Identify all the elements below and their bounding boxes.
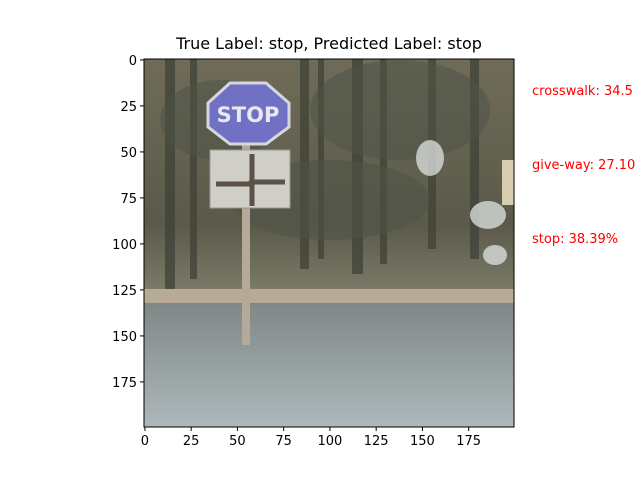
x-axis-ticks: 0 25 50 75 100 125 150 175 [141,427,481,449]
right-edge-sign [502,160,514,205]
y-tick-label: 75 [120,192,137,207]
y-tick-label: 0 [129,54,137,69]
y-tick-label: 25 [120,100,137,115]
y-tick-label: 50 [120,146,137,161]
y-axis-ticks: 0 25 50 75 100 125 150 175 [112,54,144,391]
prediction-label-stop: stop: 38.39% [532,232,618,247]
x-tick-label: 125 [364,434,389,449]
sign-pole [242,140,250,345]
y-tick-label: 100 [112,238,137,253]
y-tick-label: 150 [112,330,137,345]
prediction-label-crosswalk: crosswalk: 34.5 [532,84,633,99]
image-area: STOP [144,59,514,427]
x-tick-label: 75 [275,434,292,449]
x-tick-label: 25 [183,434,200,449]
axes-frame [143,58,515,428]
stop-sign-text: STOP [217,103,280,127]
chart-title: True Label: stop, Predicted Label: stop [175,34,482,53]
x-tick-label: 150 [410,434,435,449]
x-tick-label: 175 [456,434,481,449]
prediction-label-give-way: give-way: 27.10 [532,158,635,173]
junction-symbol [216,154,285,206]
stop-sign-octagon [206,81,291,146]
ground [144,303,514,427]
x-tick-label: 50 [229,434,246,449]
y-tick-label: 125 [112,284,137,299]
x-tick-label: 100 [318,434,343,449]
y-tick-label: 175 [112,376,137,391]
light-spots [416,140,507,265]
prediction-annotations: crosswalk: 34.5 give-way: 27.10 stop: 38.3… [532,84,635,247]
road-strip [144,289,514,303]
x-tick-label: 0 [141,434,149,449]
